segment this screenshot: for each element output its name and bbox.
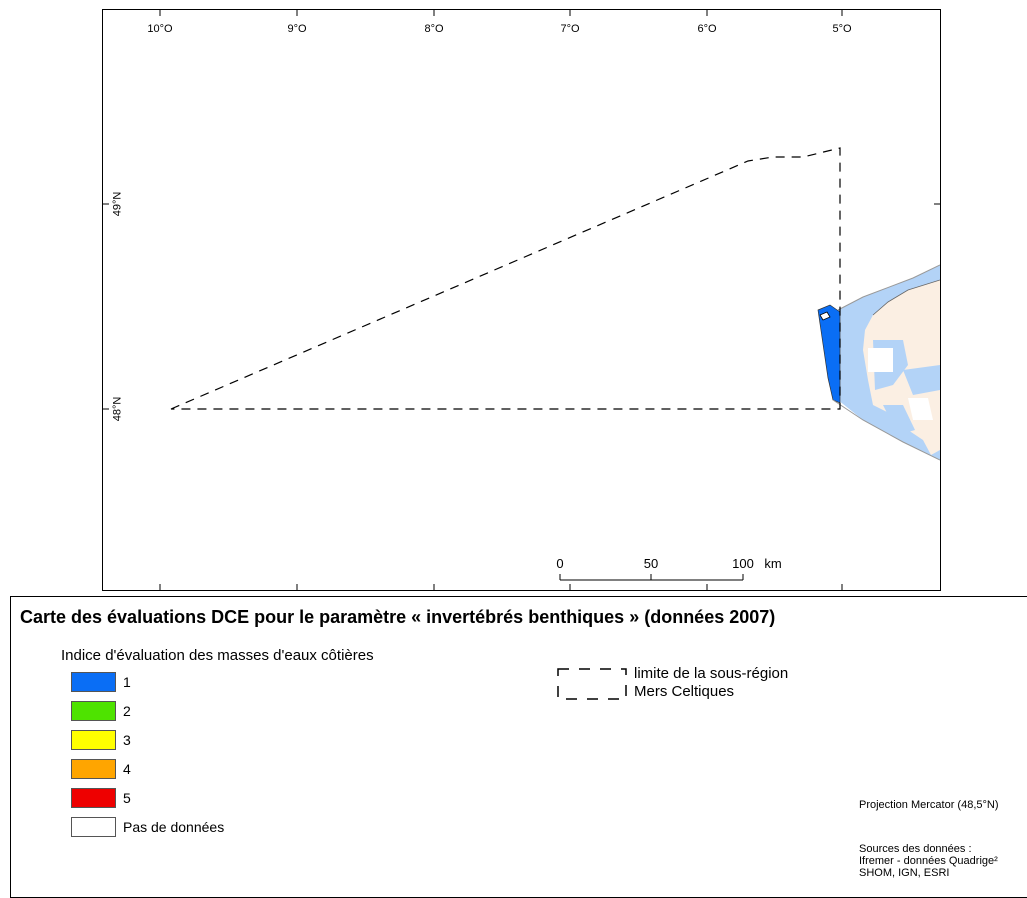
legend-swatch: [71, 701, 116, 721]
limit-legend-label: limite de la sous-région: [634, 665, 789, 682]
legend-swatch: [71, 817, 116, 837]
legend-item-label: 1: [123, 674, 131, 690]
coastline-region: [817, 264, 940, 461]
legend-swatch: [71, 672, 116, 692]
legend-item-label: 5: [123, 790, 131, 806]
legend-panel: Carte des évaluations DCE pour le paramè…: [10, 596, 1027, 898]
limit-legend-label: Mers Celtiques: [634, 683, 735, 700]
sources-line: Ifremer - données Quadrige²: [859, 855, 998, 867]
legend-swatch: [71, 759, 116, 779]
legend-swatch: [71, 788, 116, 808]
longitude-label: 9°O: [287, 23, 307, 35]
longitude-label: 8°O: [424, 23, 444, 35]
limit-legend-symbol: [557, 668, 627, 700]
water-mass-class-1: [817, 304, 841, 404]
latitude-label: 49°N: [111, 191, 124, 217]
longitude-label: 10°O: [147, 23, 173, 35]
legend-item-label: 4: [123, 761, 131, 777]
sources-title: Sources des données :: [859, 843, 972, 855]
scale-label: 0: [556, 556, 564, 571]
legend-item-label: 2: [123, 703, 131, 719]
legend-title: Carte des évaluations DCE pour le paramè…: [20, 607, 776, 627]
sources-line: SHOM, IGN, ESRI: [859, 867, 950, 879]
map-frame: 10°O 9°O 8°O 7°O 6°O 5°O 49°N 48°N 0 50 …: [102, 9, 941, 591]
legend-subtitle: Indice d'évaluation des masses d'eaux cô…: [61, 647, 374, 664]
legend-item-label: Pas de données: [123, 819, 225, 835]
latitude-label: 48°N: [111, 396, 124, 422]
scale-bar-labels: 0 50 100 km: [103, 556, 940, 576]
longitude-label: 5°O: [832, 23, 852, 35]
legend-swatch: [71, 730, 116, 750]
scale-label: 100: [732, 556, 754, 571]
longitude-label: 6°O: [697, 23, 717, 35]
scale-label: 50: [643, 556, 659, 571]
legend-item-label: 3: [123, 732, 131, 748]
scale-unit: km: [764, 556, 782, 571]
subregion-limit-line: [170, 147, 841, 410]
scale-bar-graphic: [559, 574, 744, 581]
longitude-label: 7°O: [560, 23, 580, 35]
map-canvas: [103, 10, 940, 590]
projection-note: Projection Mercator (48,5°N): [859, 799, 999, 811]
sources-note: Sources des données : Ifremer - données …: [859, 843, 998, 879]
